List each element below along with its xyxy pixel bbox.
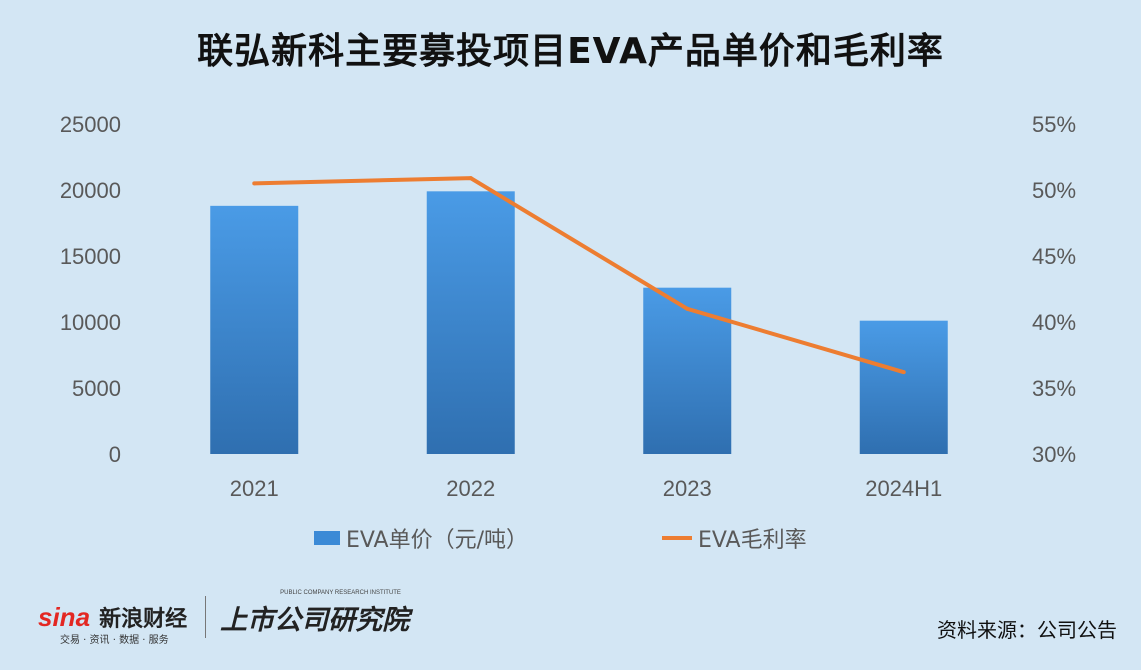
institute-brand: PUBLIC COMPANY RESEARCH INSTITUTE 上市公司研究… bbox=[220, 590, 410, 637]
chart-title: 联弘新科主要募投项目EVA产品单价和毛利率 bbox=[197, 31, 944, 72]
sina-logo: sina bbox=[38, 602, 91, 632]
footer-brand: sina 新浪财经 交易 · 资讯 · 数据 · 服务 PUBLIC COMPA… bbox=[38, 590, 410, 647]
legend-bar-label: EVA单价（元/吨） bbox=[346, 528, 529, 553]
sina-tagline: 交易 · 资讯 · 数据 · 服务 bbox=[60, 635, 169, 646]
legend-item-line: EVA毛利率 bbox=[662, 522, 807, 554]
left-tick-label: 10000 bbox=[60, 310, 121, 335]
right-tick-label: 30% bbox=[1032, 442, 1076, 467]
sina-name: 新浪财经 bbox=[99, 607, 188, 632]
left-tick-label: 5000 bbox=[72, 376, 121, 401]
right-tick-label: 35% bbox=[1032, 376, 1076, 401]
left-tick-label: 25000 bbox=[60, 112, 121, 137]
brand-divider bbox=[205, 596, 207, 638]
bar-series bbox=[210, 191, 948, 454]
left-tick-label: 0 bbox=[109, 442, 121, 467]
line-point bbox=[685, 306, 690, 311]
line-point bbox=[252, 181, 257, 186]
left-axis-ticks: 0 5000 10000 15000 20000 25000 bbox=[60, 112, 121, 467]
bar bbox=[426, 191, 515, 454]
legend: EVA单价（元/吨） EVA毛利率 bbox=[0, 522, 1141, 558]
line-point bbox=[901, 370, 906, 375]
legend-bar-swatch bbox=[314, 531, 340, 545]
x-tick-label: 2022 bbox=[446, 476, 495, 501]
x-tick-label: 2021 bbox=[230, 476, 279, 501]
x-tick-label: 2024H1 bbox=[865, 476, 942, 501]
source-note: 资料来源：公司公告 bbox=[937, 618, 1117, 642]
institute-name: 上市公司研究院 bbox=[220, 604, 410, 636]
right-tick-label: 50% bbox=[1032, 178, 1076, 203]
bar bbox=[643, 287, 732, 454]
right-tick-label: 40% bbox=[1032, 310, 1076, 335]
bar bbox=[859, 320, 948, 454]
institute-tagline: PUBLIC COMPANY RESEARCH INSTITUTE bbox=[280, 589, 401, 596]
sina-brand: sina 新浪财经 交易 · 资讯 · 数据 · 服务 bbox=[38, 601, 188, 646]
legend-line-swatch bbox=[662, 536, 692, 540]
line-point bbox=[468, 176, 473, 181]
x-axis-ticks: 2021 2022 2023 2024H1 bbox=[230, 476, 943, 501]
left-tick-label: 15000 bbox=[60, 244, 121, 269]
right-axis-ticks: 30% 35% 40% 45% 50% 55% bbox=[1032, 112, 1076, 467]
right-tick-label: 45% bbox=[1032, 244, 1076, 269]
left-tick-label: 20000 bbox=[60, 178, 121, 203]
line-series bbox=[252, 176, 906, 375]
series-line bbox=[254, 176, 905, 375]
bar bbox=[210, 205, 299, 454]
legend-item-bar: EVA单价（元/吨） bbox=[314, 522, 528, 554]
right-tick-label: 55% bbox=[1032, 112, 1076, 137]
x-tick-label: 2023 bbox=[663, 476, 712, 501]
legend-line-label: EVA毛利率 bbox=[698, 528, 807, 553]
